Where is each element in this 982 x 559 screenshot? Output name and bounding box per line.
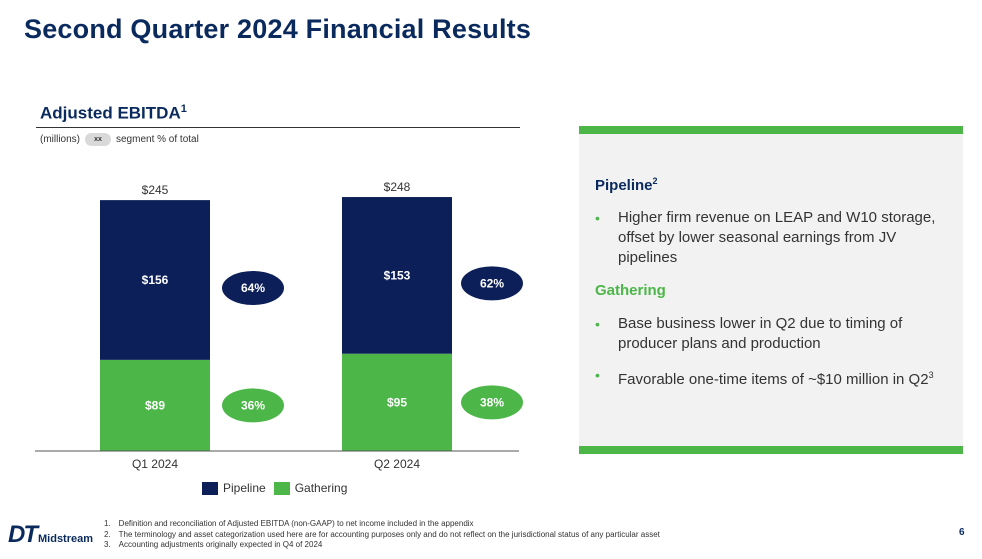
pct-label-pipeline: 64% [241, 281, 265, 295]
units-legend: (millions) xx segment % of total [40, 133, 199, 146]
chart-legend: Pipeline Gathering [202, 481, 347, 495]
pipeline-bullet: Higher firm revenue on LEAP and W10 stor… [595, 208, 951, 268]
bar-pipeline [342, 197, 452, 354]
pct-pill-gathering [461, 385, 523, 420]
logo-mark: DT [8, 521, 38, 548]
chart-heading: Adjusted EBITDA1 [40, 103, 187, 123]
footnotes: 1. Definition and reconciliation of Adjus… [104, 519, 660, 551]
legend-item-gathering: Gathering [273, 481, 348, 495]
bar-gathering [342, 353, 452, 451]
gathering-bullets: Base business lower in Q2 due to timing … [595, 314, 951, 401]
footnote: 2. The terminology and asset categorizati… [104, 529, 660, 539]
footnote: 1. Definition and reconciliation of Adjus… [104, 519, 474, 528]
units-label: (millions) [40, 134, 80, 145]
data-label-gathering: $89 [145, 398, 165, 412]
page-title: Second Quarter 2024 Financial Results [24, 14, 532, 44]
x-tick-label: Q1 2024 [132, 457, 178, 471]
legend-label-pipeline: Pipeline [223, 481, 266, 495]
gathering-bullet: Base business lower in Q2 due to timing … [595, 314, 951, 354]
legend-label-gathering: Gathering [294, 481, 348, 495]
gathering-section-title: Gathering [595, 282, 666, 299]
page-number: 6 [959, 527, 965, 538]
bar-pipeline [100, 200, 210, 360]
chart-heading-rule [36, 127, 520, 128]
x-tick-label: Q2 2024 [374, 457, 420, 471]
pct-pill-pipeline [461, 266, 523, 301]
pipeline-bullets: Higher firm revenue on LEAP and W10 stor… [595, 208, 951, 279]
gathering-bullet: Favorable one-time items of ~$10 million… [595, 365, 951, 390]
panel-top-accent [579, 126, 963, 134]
pct-label-gathering: 36% [241, 398, 265, 412]
pipeline-section-title: Pipeline2 [595, 176, 658, 194]
data-label-pipeline: $153 [384, 268, 411, 282]
total-label: $245 [142, 183, 169, 197]
company-logo: DT Midstream [8, 521, 93, 547]
pct-label-pipeline: 62% [480, 276, 504, 290]
segment-pill: xx [85, 133, 111, 146]
logo-wordmark: Midstream [38, 533, 94, 545]
legend-swatch-pipeline [202, 481, 218, 495]
panel-bottom-accent [579, 446, 963, 454]
footnote: 3. Accounting adjustments originally expe… [104, 540, 323, 549]
commentary-panel: Pipeline2 Higher firm revenue on LEAP an… [579, 126, 963, 454]
ebitda-stacked-bar-chart: $89 $156 $245 Q1 2024 64% 36% $95 $153 $248 Q2 20… [35, 180, 523, 471]
pct-pill-gathering [222, 388, 284, 423]
bar-gathering [100, 359, 210, 451]
pct-label-gathering: 38% [480, 395, 504, 409]
segment-pill-label: segment % of total [116, 134, 199, 145]
data-label-gathering: $95 [387, 395, 407, 409]
pct-pill-pipeline [222, 270, 284, 305]
legend-swatch-gathering [273, 481, 290, 495]
total-label: $248 [384, 180, 411, 194]
data-label-pipeline: $156 [142, 273, 169, 287]
legend-item-pipeline: Pipeline [202, 481, 266, 495]
